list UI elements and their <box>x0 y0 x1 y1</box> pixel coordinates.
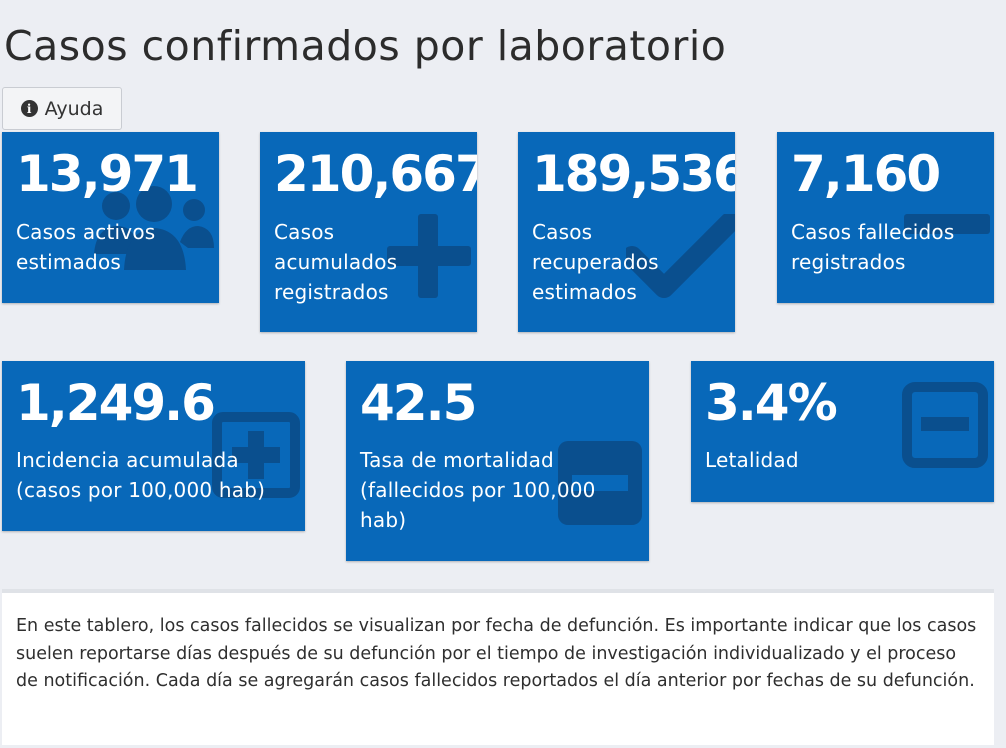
info-note: En este tablero, los casos fallecidos se… <box>2 589 994 745</box>
card-label: Casos recuperados estimados <box>532 220 659 304</box>
minus-square-outline-icon <box>902 382 988 468</box>
card-accumulated-cases: 210,667 Casos acumulados registrados <box>260 132 477 332</box>
card-value: 1,249.6 <box>16 374 216 432</box>
page-title: Casos confirmados por laboratorio <box>4 22 727 70</box>
card-value: 42.5 <box>360 374 477 432</box>
card-mortality-rate: 42.5 Tasa de mortalidad (fallecidos por … <box>346 361 649 561</box>
card-deceased-cases: 7,160 Casos fallecidos registrados <box>777 132 994 303</box>
plus-square-icon <box>212 412 300 498</box>
check-icon <box>626 214 735 298</box>
card-label: Casos acumulados registrados <box>274 220 398 304</box>
card-label: Casos fallecidos registrados <box>791 220 955 274</box>
card-value: 13,971 <box>16 145 199 203</box>
card-label: Letalidad <box>705 448 799 472</box>
card-cumulative-incidence: 1,249.6 Incidencia acumulada (casos por … <box>2 361 305 531</box>
minus-icon <box>904 214 990 234</box>
help-button-label: Ayuda <box>44 97 104 120</box>
users-icon <box>94 186 214 270</box>
info-note-text: En este tablero, los casos fallecidos se… <box>16 616 977 691</box>
card-active-cases: 13,971 Casos activos estimados <box>2 132 219 303</box>
card-label: Tasa de mortalidad (fallecidos por 100,0… <box>360 448 596 532</box>
card-value: 189,536 <box>532 145 735 203</box>
card-label: Incidencia acumulada (casos por 100,000 … <box>16 448 266 502</box>
card-value: 3.4% <box>705 374 838 432</box>
plus-icon <box>387 214 471 298</box>
card-lethality: 3.4% Letalidad <box>691 361 994 502</box>
help-button[interactable]: i Ayuda <box>2 87 122 130</box>
card-recovered-cases: 189,536 Casos recuperados estimados <box>518 132 735 332</box>
minus-square-icon <box>558 441 642 525</box>
card-label: Casos activos estimados <box>16 220 156 274</box>
card-value: 7,160 <box>791 145 941 203</box>
card-value: 210,667 <box>274 145 477 203</box>
info-circle-icon: i <box>20 100 38 117</box>
